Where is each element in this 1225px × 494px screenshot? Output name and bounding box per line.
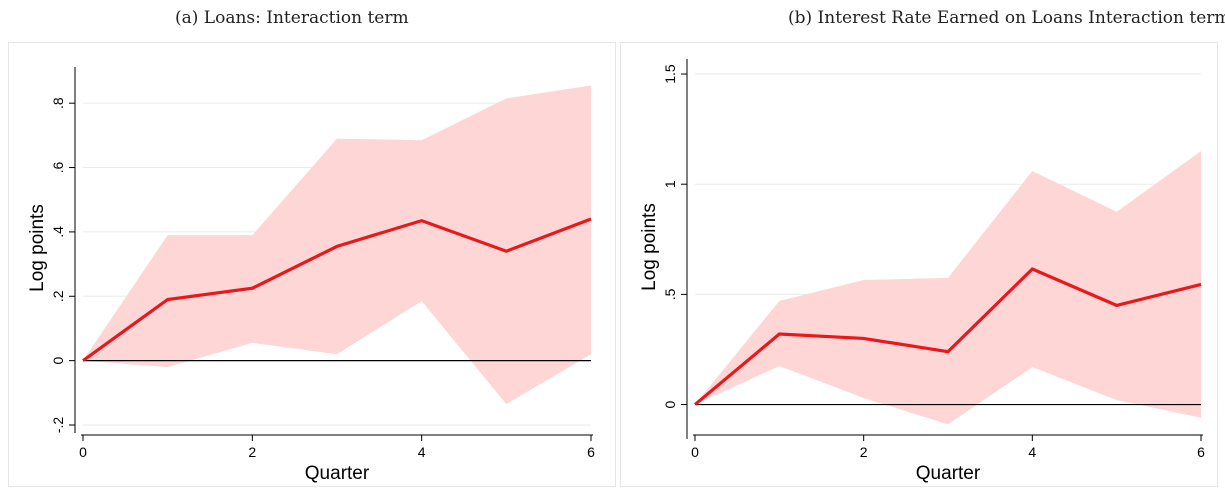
x-axis-title: Quarter (916, 463, 981, 484)
series-line (82, 217, 592, 362)
x-tick-label: 2 (860, 444, 868, 460)
x-tick-label: 0 (79, 444, 87, 460)
series-line (693, 267, 1202, 406)
x-tick-label: 0 (691, 444, 699, 460)
y-tick-label: 0 (50, 357, 66, 365)
x-axis-title: Quarter (305, 463, 370, 484)
loans-chart-panel: -.2 0 .2 .4 .6 .8 0 2 4 6 Quarter Log points (8, 42, 616, 487)
interest-rate-chart-panel: 0 .5 1 1.5 0 2 4 6 Quarter Log points (620, 42, 1218, 487)
x-tick-label: 2 (248, 444, 256, 460)
interest-rate-chart: 0 .5 1 1.5 0 2 4 6 Quarter Log points (639, 59, 1205, 484)
confidence-band (695, 151, 1201, 425)
y-tick-label: .4 (50, 226, 66, 238)
y-axis-title: Log points (639, 203, 660, 291)
y-tick-label: .6 (50, 161, 66, 173)
x-tick-label: 6 (1197, 444, 1205, 460)
y-axis-title: Log points (27, 204, 48, 292)
y-tick-label: .5 (662, 288, 678, 300)
x-tick-label: 6 (587, 444, 595, 460)
loans-chart: -.2 0 .2 .4 .6 .8 0 2 4 6 Quarter Log points (27, 67, 595, 484)
y-tick-label: 1.5 (662, 64, 678, 84)
x-tick-label: 4 (418, 444, 426, 460)
panel-b-title: (b) Interest Rate Earned on Loans Intera… (788, 8, 1225, 28)
y-tick-label: .8 (50, 97, 66, 109)
y-tick-label: 0 (662, 400, 678, 408)
y-tick-label: -.2 (50, 417, 66, 434)
y-tick-label: .2 (50, 290, 66, 302)
x-tick-label: 4 (1028, 444, 1036, 460)
y-tick-label: 1 (662, 180, 678, 188)
panel-a-title: (a) Loans: Interaction term (175, 8, 409, 28)
